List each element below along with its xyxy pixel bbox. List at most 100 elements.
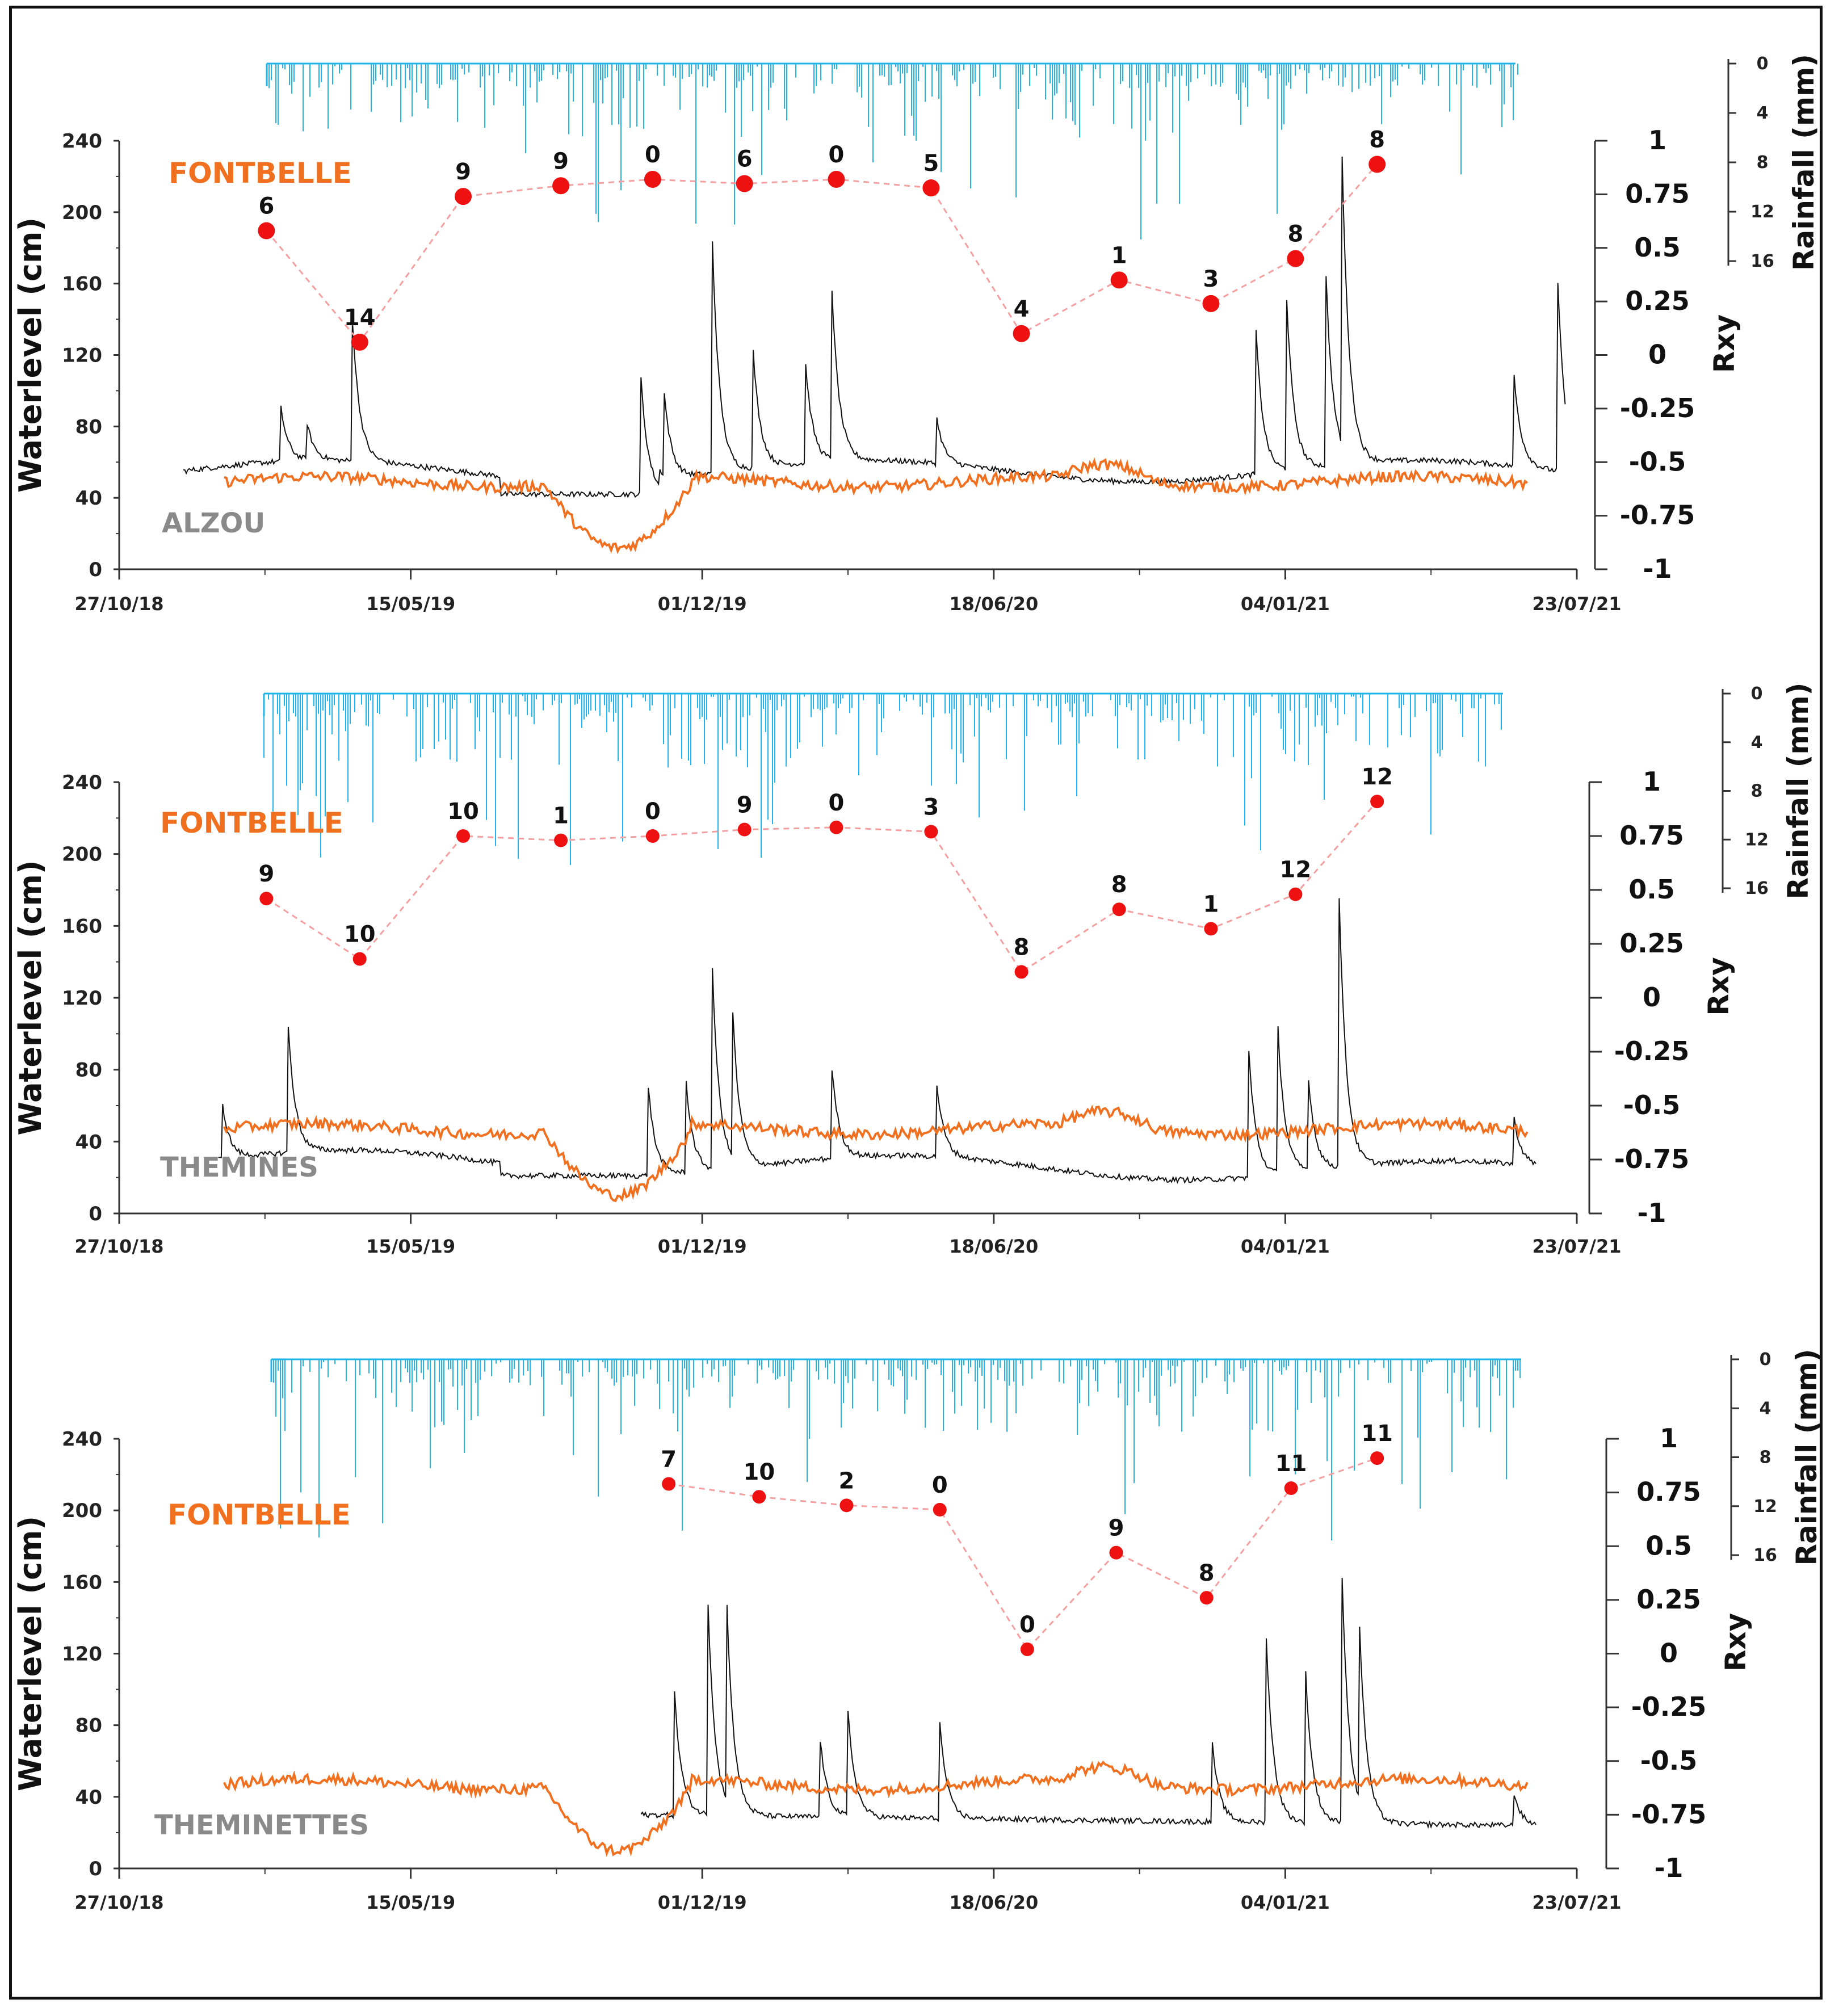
rxy-lag-label: 0	[645, 142, 661, 168]
rxy-axis-label: Rxy	[1719, 1613, 1752, 1671]
rxy-point	[1112, 902, 1126, 917]
rxy-point	[828, 170, 845, 188]
rxy-point	[737, 822, 752, 837]
x-tick-label: 04/01/21	[1241, 1892, 1330, 1913]
rxy-point	[554, 833, 568, 847]
site-label: THEMINETTES	[154, 1809, 369, 1841]
fontbelle-waterlevel-line	[224, 457, 1528, 555]
rxy-tick-label: 1	[1660, 1423, 1678, 1454]
x-tick-label: 15/05/19	[366, 593, 455, 615]
rxy-lag-label: 8	[1369, 127, 1385, 153]
waterlevel-tick-label: 120	[62, 345, 102, 367]
waterlevel-tick-label: 120	[62, 1643, 102, 1666]
rxy-point	[1288, 887, 1303, 901]
rxy-point	[1287, 250, 1304, 267]
rxy-tick-label: -1	[1654, 1853, 1683, 1883]
rxy-lag-label: 0	[932, 1472, 948, 1498]
rxy-lag-label: 8	[1287, 221, 1303, 247]
x-tick-label: 04/01/21	[1241, 1236, 1330, 1257]
rxy-lag-label: 9	[553, 148, 569, 174]
waterlevel-tick-label: 80	[75, 415, 102, 438]
x-tick-label: 01/12/19	[658, 1892, 747, 1913]
rxy-tick-label: -1	[1637, 1198, 1666, 1228]
waterlevel-tick-label: 240	[62, 1428, 102, 1451]
x-tick-label: 23/07/21	[1533, 593, 1622, 615]
rxy-lag-label: 14	[344, 305, 376, 331]
rxy-point	[351, 333, 368, 351]
rxy-lag-label: 6	[258, 194, 274, 220]
rxy-tick-label: -1	[1643, 553, 1672, 584]
rxy-axis-label: Rxy	[1708, 314, 1741, 373]
waterlevel-tick-label: 200	[62, 1500, 102, 1522]
rxy-lag-label: 12	[1280, 857, 1312, 883]
x-tick-label: 23/07/21	[1533, 1236, 1622, 1257]
rxy-tick-label: -0.75	[1620, 500, 1695, 531]
rxy-point	[1202, 295, 1220, 312]
rxy-lag-label: 6	[737, 146, 753, 173]
rainfall-tick-label: 4	[1757, 103, 1769, 123]
rxy-point	[456, 829, 471, 843]
waterlevel-axis-label: Waterlevel (cm)	[12, 217, 48, 493]
rxy-lag-label: 0	[645, 799, 661, 825]
rxy-point	[258, 222, 275, 240]
waterlevel-tick-label: 40	[75, 1131, 102, 1153]
rxy-lag-label: 4	[1014, 296, 1030, 322]
waterlevel-tick-label: 160	[62, 1571, 102, 1594]
rxy-point	[829, 820, 843, 834]
rxy-lag-label: 1	[1111, 242, 1127, 268]
rxy-point	[1204, 922, 1218, 936]
x-tick-label: 15/05/19	[366, 1892, 455, 1913]
rxy-point	[644, 170, 661, 188]
rxy-point	[1370, 795, 1384, 809]
rxy-lag-label: 8	[1199, 1560, 1215, 1586]
rxy-point	[933, 1502, 947, 1517]
rxy-lag-label: 9	[1109, 1515, 1124, 1542]
waterlevel-tick-label: 160	[62, 273, 102, 296]
rxy-lag-label: 1	[553, 803, 569, 829]
rxy-tick-label: 0.5	[1628, 874, 1675, 905]
rxy-point	[259, 892, 274, 906]
x-tick-label: 27/10/18	[75, 1892, 164, 1913]
site-waterlevel-line	[640, 1578, 1536, 1829]
rxy-lag-label: 0	[829, 790, 845, 816]
rxy-tick-label: 0	[1643, 982, 1661, 1013]
fontbelle-waterlevel-line	[223, 1760, 1529, 1857]
waterlevel-tick-label: 0	[89, 558, 102, 581]
rainfall-tick-label: 0	[1751, 684, 1763, 704]
rainfall-axis-label: Rainfall (mm)	[1790, 1349, 1823, 1565]
rxy-tick-label: -0.75	[1631, 1799, 1707, 1829]
rxy-tick-label: 0.75	[1619, 820, 1684, 851]
waterlevel-tick-label: 240	[62, 130, 102, 153]
rxy-point	[1110, 271, 1128, 289]
rainfall-axis-label: Rainfall (mm)	[1787, 54, 1820, 271]
site-waterlevel-line	[218, 898, 1536, 1185]
rxy-tick-label: 0.25	[1625, 285, 1690, 316]
rxy-tick-label: -0.25	[1631, 1691, 1707, 1722]
rxy-lag-label: 9	[737, 792, 753, 818]
rainfall-tick-label: 16	[1750, 251, 1774, 271]
rxy-dashed-line	[266, 163, 1378, 344]
rxy-point	[924, 825, 938, 839]
rxy-point	[1284, 1481, 1298, 1496]
rxy-tick-label: -0.25	[1614, 1036, 1690, 1066]
rainfall-bars	[270, 1358, 1521, 1541]
rainfall-tick-label: 8	[1760, 1448, 1771, 1468]
rxy-point	[662, 1477, 676, 1491]
site-label: THEMINES	[160, 1152, 318, 1183]
rainfall-tick-label: 4	[1751, 733, 1763, 753]
rainfall-tick-label: 12	[1753, 1497, 1777, 1517]
rxy-tick-label: 1	[1643, 766, 1661, 797]
x-tick-label: 01/12/19	[658, 593, 747, 615]
site-waterlevel-line	[183, 156, 1566, 498]
waterlevel-tick-label: 0	[89, 1203, 102, 1225]
rxy-point	[1370, 1451, 1384, 1465]
rxy-tick-label: -0.25	[1620, 393, 1695, 423]
rxy-point	[1013, 325, 1030, 342]
rxy-tick-label: 0.75	[1625, 178, 1690, 209]
rxy-point	[1014, 965, 1028, 979]
rxy-lag-label: 9	[455, 159, 471, 185]
rxy-tick-label: -0.5	[1623, 1090, 1681, 1120]
